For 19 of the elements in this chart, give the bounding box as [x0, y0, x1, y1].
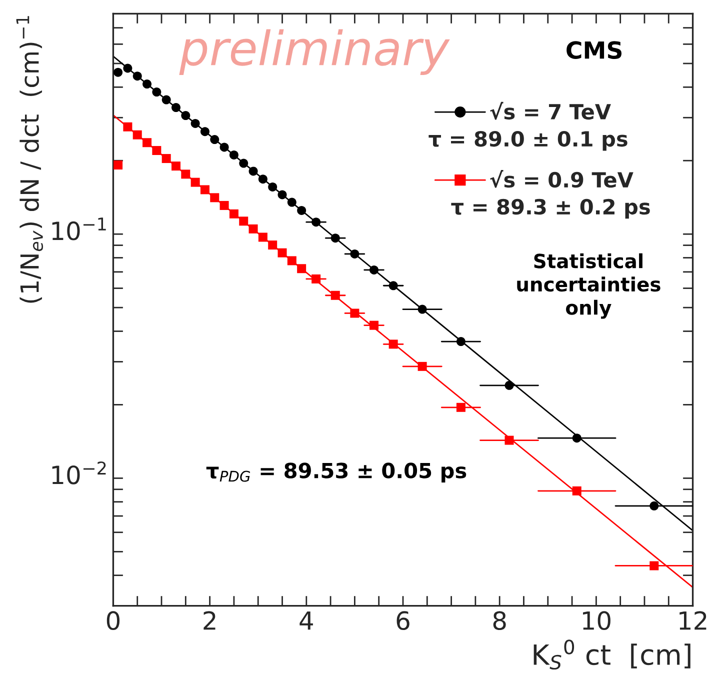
- annotation: τ = 89.0 ± 0.1 ps: [428, 130, 628, 151]
- legend-label: √s = 7 TeV: [490, 102, 611, 120]
- x-tick-label: 4: [300, 611, 313, 630]
- annotation: CMS: [566, 41, 622, 59]
- y-axis-title: (1/N$_{ev}$) dN / dct (cm)$^{−1}$: [16, 16, 44, 303]
- x-tick-label: 0: [106, 611, 120, 630]
- x-tick-label: 8: [493, 611, 506, 630]
- y-tick-label: 10$^{−2}$: [52, 461, 106, 484]
- legend-label: √s = 0.9 TeV: [490, 170, 634, 188]
- annotation: τ = 89.3 ± 0.2 ps: [451, 198, 650, 219]
- annotation: τ$_{PDG}$ = 89.53 ± 0.05 ps: [206, 462, 466, 482]
- annotation: Statistical uncertainties only: [517, 253, 660, 319]
- x-tick-label: 12: [680, 611, 706, 630]
- x-axis-title: K$_{S}$$^{0}$ ct [cm]: [534, 640, 690, 670]
- x-tick-label: 10: [583, 611, 610, 630]
- annotation: preliminary: [179, 29, 450, 75]
- y-tick-label: 10$^{−1}$: [52, 218, 106, 240]
- x-tick-label: 2: [204, 611, 216, 630]
- x-tick-label: 6: [396, 611, 410, 630]
